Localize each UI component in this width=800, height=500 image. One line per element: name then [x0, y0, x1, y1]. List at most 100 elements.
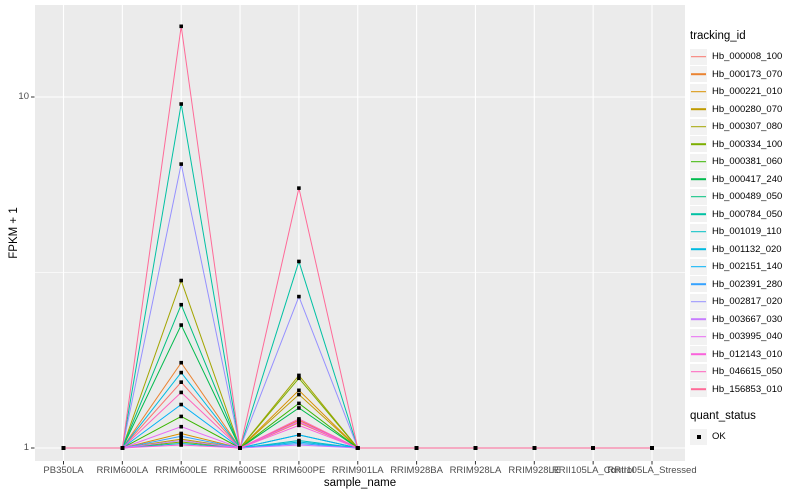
- quant-status-label: OK: [712, 431, 726, 443]
- data-point: [179, 102, 183, 106]
- legend-key-line-icon: [691, 55, 706, 58]
- data-point: [179, 402, 183, 407]
- data-point: [179, 24, 183, 29]
- legend-item-label: Hb_000307_080: [712, 121, 783, 133]
- legend-key-swatch: [690, 381, 707, 398]
- legend-item: Hb_000417_240: [690, 171, 800, 189]
- legend-key-swatch: [690, 276, 707, 293]
- legend-item: Hb_000489_050: [690, 188, 800, 206]
- legend-item-label: Hb_001132_020: [712, 243, 782, 255]
- legend-item: Hb_002151_140: [690, 258, 800, 276]
- x-tick-label: RRIM928LA: [449, 465, 502, 476]
- legend-item: Hb_046615_050: [690, 363, 800, 381]
- legend-item: Hb_000221_010: [690, 83, 800, 101]
- x-tick-label: RRIM600LA: [96, 465, 149, 476]
- legend-item-label: Hb_000381_060: [712, 156, 783, 168]
- legend-key-swatch: [690, 66, 707, 83]
- legend-key-swatch: [690, 258, 707, 275]
- data-point: [355, 446, 360, 450]
- legend-key-swatch: [690, 188, 707, 205]
- legend-item-label: Hb_156853_010: [712, 383, 783, 395]
- legend-item: Hb_000784_050: [690, 206, 800, 224]
- data-point: [650, 446, 654, 450]
- data-point: [179, 414, 183, 419]
- data-point: [61, 446, 66, 450]
- legend-key-line-icon: [691, 265, 706, 268]
- legend-key-swatch: [690, 48, 707, 65]
- legend-key-line-icon: [691, 283, 706, 286]
- data-point: [297, 392, 301, 397]
- x-tick-label: RRIM600PE: [272, 465, 326, 476]
- legend-key-line-icon: [691, 73, 706, 76]
- legend-item-label: Hb_000280_070: [712, 103, 783, 115]
- legend: tracking_id Hb_000008_100 Hb_000173_070 Hb…: [690, 30, 800, 446]
- legend-key-line-icon: [691, 370, 706, 373]
- quant-status-item: OK: [690, 428, 800, 446]
- x-axis-title: sample_name: [323, 477, 397, 489]
- legend-key-swatch: [690, 311, 707, 328]
- legend-key-line-icon: [691, 125, 706, 128]
- legend-item: Hb_001132_020: [690, 241, 800, 259]
- legend-title-tracking-id: tracking_id: [690, 30, 746, 42]
- legend-key-line-icon: [691, 318, 706, 321]
- legend-key-swatch: [690, 223, 707, 240]
- y-tick-label: 1: [23, 442, 29, 453]
- x-tick-label: RRIM600LE: [155, 465, 208, 476]
- legend-item: Hb_000381_060: [690, 153, 800, 171]
- data-point: [120, 446, 125, 450]
- legend-key-line-icon: [691, 178, 706, 181]
- data-point: [179, 434, 183, 439]
- x-tick-label: RRIM901LA: [331, 465, 384, 476]
- legend-item-list: Hb_000008_100 Hb_000173_070 Hb_000221_010 H…: [690, 48, 800, 398]
- legend-item-label: Hb_000417_240: [712, 173, 783, 185]
- legend-item-label: Hb_002391_280: [712, 278, 783, 290]
- x-tick-label: RRII105LA_Stressed: [607, 465, 697, 476]
- data-point: [179, 390, 183, 395]
- legend-title-quant-status: quant_status: [690, 410, 756, 422]
- legend-item: Hb_000280_070: [690, 101, 800, 119]
- data-point: [297, 423, 301, 428]
- data-point: [179, 443, 183, 447]
- legend-key-swatch: [690, 346, 707, 363]
- legend-key-swatch: [690, 83, 707, 100]
- legend-key-line-icon: [691, 230, 706, 233]
- legend-item: Hb_003995_040: [690, 328, 800, 346]
- data-point: [297, 433, 301, 437]
- quant-status-key-swatch: [690, 428, 707, 445]
- data-point: [297, 376, 301, 381]
- data-point: [297, 401, 301, 406]
- legend-key-swatch: [690, 101, 707, 118]
- legend-key-line-icon: [691, 353, 706, 356]
- legend-key-swatch: [690, 118, 707, 135]
- legend-item: Hb_003667_030: [690, 311, 800, 329]
- data-point: [297, 406, 301, 410]
- square-point-icon: [696, 434, 701, 439]
- data-point: [179, 302, 183, 307]
- quant-status-item-list: OK: [690, 428, 800, 446]
- data-point: [473, 446, 478, 450]
- legend-key-swatch: [690, 136, 707, 153]
- x-tick-label: RRIM600SE: [213, 465, 267, 476]
- data-point: [179, 438, 183, 443]
- data-point: [297, 419, 301, 424]
- data-point: [179, 431, 183, 436]
- data-point: [297, 388, 301, 393]
- legend-item-label: Hb_003667_030: [712, 313, 783, 325]
- legend-key-swatch: [690, 293, 707, 310]
- legend-item-label: Hb_000489_050: [712, 191, 783, 203]
- data-point: [297, 186, 301, 190]
- legend-key-swatch: [690, 328, 707, 345]
- data-point: [297, 259, 301, 264]
- legend-item-label: Hb_012143_010: [712, 348, 783, 360]
- data-point: [238, 446, 242, 450]
- data-point: [297, 417, 301, 421]
- data-point: [179, 323, 183, 327]
- legend-key-line-icon: [691, 108, 706, 111]
- legend-item: Hb_000307_080: [690, 118, 800, 136]
- legend-item: Hb_001019_110: [690, 223, 800, 241]
- x-tick-label: RRII105LA_Control: [551, 465, 635, 476]
- legend-key-swatch: [690, 363, 707, 380]
- x-tick-label: PB350LA: [43, 465, 84, 476]
